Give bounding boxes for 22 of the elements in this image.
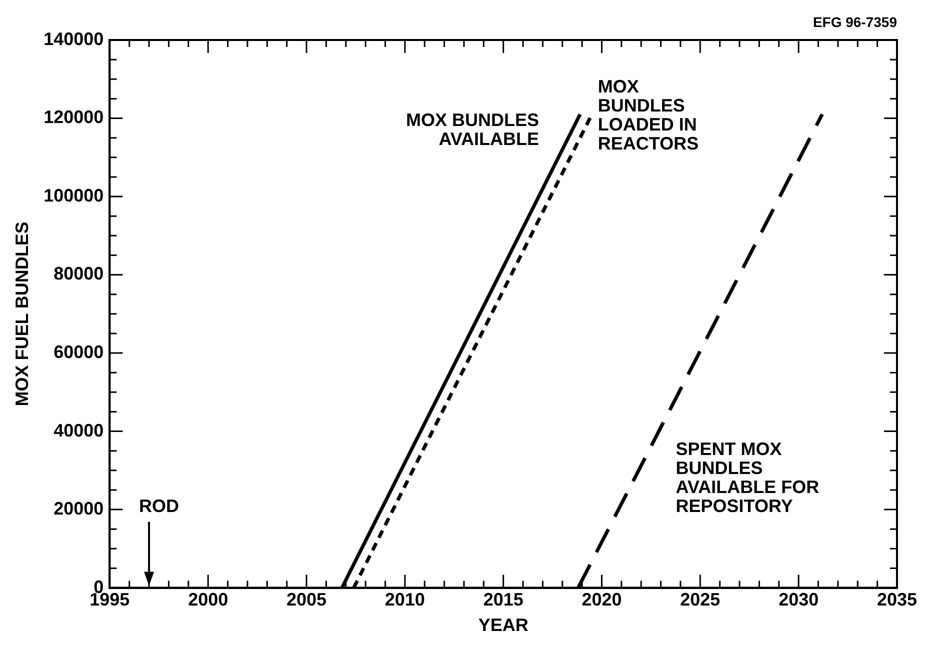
- y-tick-label: 100000: [44, 185, 104, 206]
- y-tick-label: 140000: [44, 28, 104, 49]
- x-tick-label: 2005: [286, 590, 327, 610]
- series-label: MOX BUNDLES AVAILABLE: [406, 110, 540, 150]
- x-tick-label: 2020: [582, 590, 622, 610]
- x-tick-label: 2000: [188, 590, 228, 610]
- x-tick-label: 2025: [680, 590, 720, 610]
- series-label: SPENT MOX BUNDLES AVAILABLE FOR REPOSITORY: [676, 438, 820, 516]
- y-tick-label: 80000: [54, 264, 104, 284]
- y-tick-label: 40000: [54, 420, 104, 440]
- x-axis-title: YEAR: [478, 615, 528, 636]
- x-tick-label: 2010: [384, 590, 425, 610]
- x-tick-label: 2035: [876, 590, 918, 610]
- y-axis-title: MOX FUEL BUNDLES: [12, 222, 32, 406]
- x-tick-label: 2015: [483, 590, 524, 610]
- annotation: ROD: [139, 496, 180, 516]
- x-tick-label: 2030: [778, 590, 819, 610]
- y-tick-label: 60000: [54, 342, 104, 362]
- y-tick-label: 120000: [44, 107, 104, 128]
- y-tick-label: 20000: [54, 498, 104, 519]
- series-label: MOX BUNDLES LOADED IN REACTORS: [598, 76, 699, 154]
- text: EFG 96-7359: [812, 14, 898, 30]
